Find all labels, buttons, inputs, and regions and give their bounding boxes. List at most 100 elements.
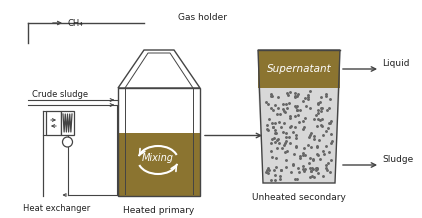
Point [280,131,287,134]
Point [310,137,317,141]
Point [292,144,299,148]
Text: Liquid: Liquid [382,59,409,68]
Point [281,142,288,145]
Point [290,131,297,134]
Point [292,95,299,99]
Point [299,167,306,171]
Point [301,96,308,99]
Point [287,125,294,128]
Text: Crude sludge: Crude sludge [32,90,88,99]
Point [307,166,314,169]
Point [269,125,276,129]
Point [327,141,334,145]
Point [293,145,300,149]
Point [315,118,322,121]
Point [291,104,298,107]
Point [271,168,277,172]
Point [307,89,314,93]
Point [292,126,298,129]
Point [271,173,278,177]
Point [263,171,270,174]
Point [318,106,325,110]
Point [281,110,288,113]
Text: Heat exchanger: Heat exchanger [23,204,90,213]
Point [281,150,288,154]
Point [299,127,306,131]
Point [314,109,321,112]
Point [319,174,326,178]
Point [295,120,302,123]
Polygon shape [258,50,340,88]
Point [320,134,327,137]
Point [270,126,277,129]
Point [269,122,276,125]
Point [322,129,329,132]
Point [291,94,298,98]
Point [275,120,282,123]
Point [315,111,322,115]
Text: CH₄: CH₄ [67,19,83,27]
Point [274,106,281,110]
Point [271,128,278,131]
Point [280,121,287,124]
Point [273,146,280,149]
Point [309,175,316,178]
Point [307,133,314,137]
Point [268,93,275,96]
Point [265,117,272,121]
Point [287,170,294,174]
Point [303,104,309,108]
Text: Heated primary: Heated primary [123,206,195,215]
Point [275,138,282,141]
Point [289,163,296,167]
Point [284,106,291,109]
Point [314,167,320,171]
Text: Sludge: Sludge [382,155,413,164]
Point [307,175,314,179]
Point [323,108,330,112]
Point [318,95,325,98]
Point [309,166,316,170]
Point [323,167,330,170]
Point [308,145,315,149]
Point [285,101,292,104]
Point [268,155,275,158]
Point [322,94,329,98]
Point [264,171,271,175]
Point [284,91,290,95]
Point [268,149,274,153]
Point [311,175,317,178]
Point [265,129,271,132]
Point [286,135,292,138]
Point [271,137,277,140]
Point [318,117,325,120]
Point [321,152,328,156]
Point [295,167,301,170]
Point [293,177,300,181]
Polygon shape [118,133,200,196]
Point [297,155,303,158]
Point [300,125,307,129]
Point [314,153,321,157]
Point [276,141,282,145]
Point [309,158,316,162]
Point [273,165,279,168]
Point [307,157,314,160]
Point [306,107,313,110]
Point [307,132,314,135]
Point [301,116,308,119]
Point [281,143,287,147]
Point [297,108,304,112]
Point [306,136,313,139]
Point [268,141,274,145]
Point [280,107,287,110]
Point [313,113,319,116]
Point [291,177,298,181]
Point [268,106,274,110]
Point [304,93,311,96]
Point [292,136,299,139]
Point [263,127,270,131]
Point [300,170,307,173]
Point [281,110,287,113]
Point [312,169,319,172]
